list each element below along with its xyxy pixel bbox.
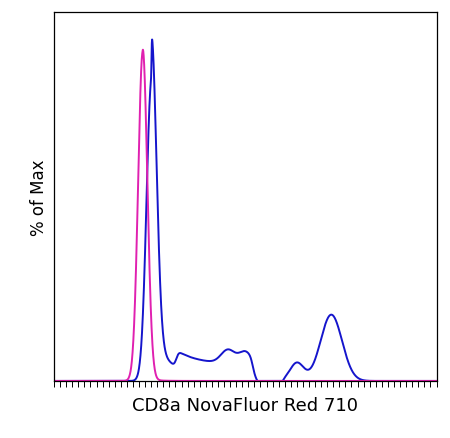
Y-axis label: % of Max: % of Max [31,159,49,235]
X-axis label: CD8a NovaFluor Red 710: CD8a NovaFluor Red 710 [132,396,358,414]
